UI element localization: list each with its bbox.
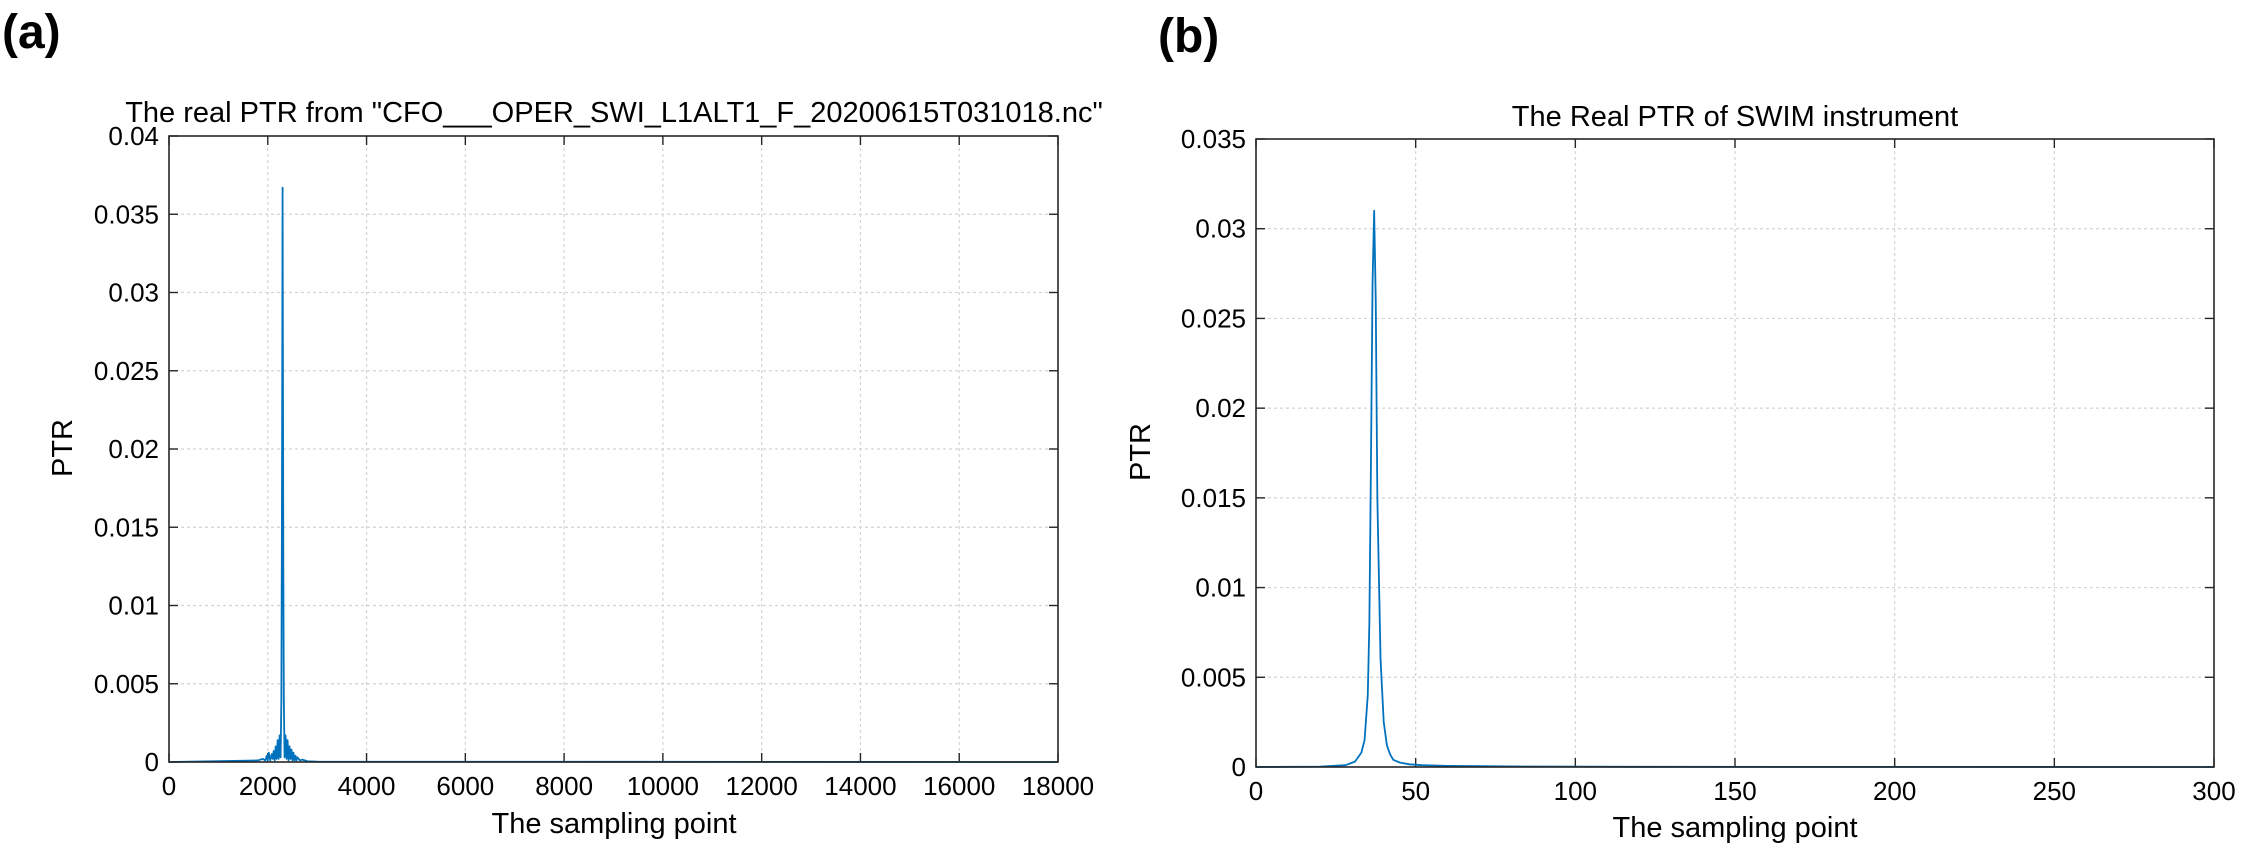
y-tick-label: 0.01 xyxy=(108,591,159,621)
chart-b-ylabel: PTR xyxy=(1125,423,1157,481)
y-tick-label: 0.02 xyxy=(1195,393,1246,423)
series-line xyxy=(168,186,1059,763)
y-tick-label: 0.03 xyxy=(108,278,159,308)
y-tick-label: 0.04 xyxy=(108,121,159,151)
y-tick-label: 0.015 xyxy=(94,512,159,542)
y-tick-label: 0.005 xyxy=(94,669,159,699)
y-tick-label: 0 xyxy=(145,747,159,777)
x-tick-label: 18000 xyxy=(1022,771,1094,801)
x-tick-label: 4000 xyxy=(338,771,396,801)
y-tick-label: 0.035 xyxy=(94,199,159,229)
x-tick-label: 150 xyxy=(1713,776,1756,806)
y-tick-label: 0.005 xyxy=(1181,662,1246,692)
x-tick-label: 50 xyxy=(1401,776,1430,806)
chart-a-title: The real PTR from "CFO___OPER_SWI_L1ALT1… xyxy=(125,97,1103,129)
x-tick-label: 14000 xyxy=(824,771,896,801)
chart-a: The real PTR from "CFO___OPER_SWI_L1ALT1… xyxy=(47,97,1103,840)
chart-b: The Real PTR of SWIM instrument The samp… xyxy=(1125,101,2236,844)
x-tick-label: 250 xyxy=(2033,776,2076,806)
x-tick-label: 12000 xyxy=(726,771,798,801)
x-tick-label: 10000 xyxy=(627,771,699,801)
y-tick-label: 0 xyxy=(1232,752,1246,782)
x-tick-label: 6000 xyxy=(436,771,494,801)
chart-b-axes-box xyxy=(1255,138,2215,768)
y-tick-label: 0.035 xyxy=(1181,124,1246,154)
x-tick-label: 0 xyxy=(162,771,176,801)
x-tick-label: 300 xyxy=(2192,776,2235,806)
x-tick-label: 100 xyxy=(1554,776,1597,806)
y-tick-label: 0.02 xyxy=(108,434,159,464)
y-tick-label: 0.025 xyxy=(1181,303,1246,333)
x-tick-label: 200 xyxy=(1873,776,1916,806)
series-line xyxy=(1255,209,2215,768)
y-tick-label: 0.015 xyxy=(1181,483,1246,513)
x-tick-label: 2000 xyxy=(239,771,297,801)
y-tick-label: 0.01 xyxy=(1195,573,1246,603)
panel-letter-a: (a) xyxy=(2,6,61,59)
panel-letter-b: (b) xyxy=(1158,10,1219,63)
chart-b-title: The Real PTR of SWIM instrument xyxy=(1512,101,1958,133)
x-tick-label: 16000 xyxy=(923,771,995,801)
x-tick-label: 0 xyxy=(1249,776,1263,806)
chart-a-ylabel: PTR xyxy=(47,419,79,477)
y-tick-label: 0.025 xyxy=(94,356,159,386)
chart-b-xlabel: The sampling point xyxy=(1612,812,1857,844)
chart-a-xlabel: The sampling point xyxy=(491,808,736,840)
chart-a-axes-box xyxy=(168,135,1059,763)
x-tick-label: 8000 xyxy=(535,771,593,801)
y-tick-label: 0.03 xyxy=(1195,214,1246,244)
